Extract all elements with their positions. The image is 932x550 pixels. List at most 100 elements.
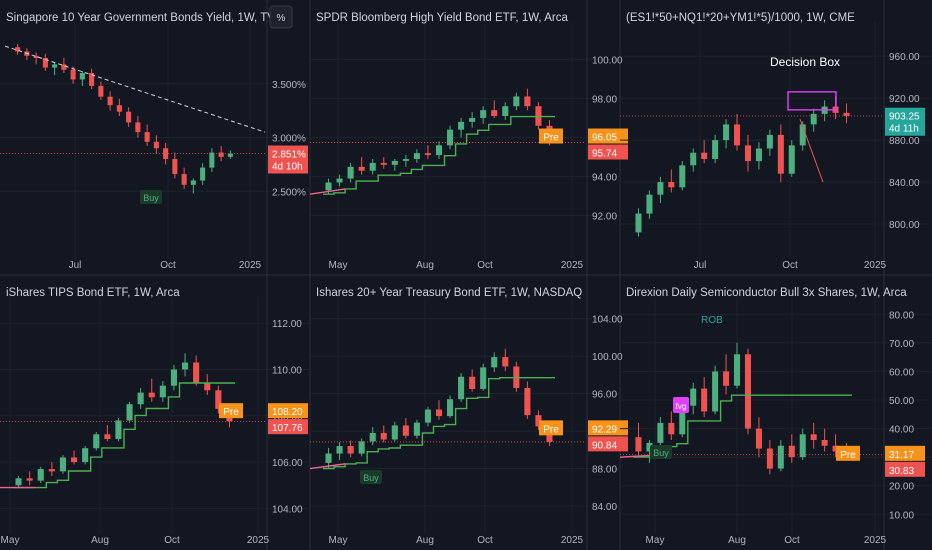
candle-body <box>701 388 708 412</box>
candle-body <box>766 448 773 469</box>
candle-body <box>502 106 509 116</box>
buy-signal-label: Buy <box>143 193 159 203</box>
pre-market-badge <box>836 445 860 461</box>
x-tick-label: Oct <box>782 260 798 271</box>
pre-market-label: Pre <box>543 424 559 435</box>
candle-body <box>137 392 144 405</box>
pre-price-value: 31.17 <box>889 450 914 461</box>
candle-body <box>668 182 675 188</box>
candle-body <box>744 145 751 162</box>
y-tick-label: 60.00 <box>889 367 914 378</box>
fvg-marker-label: fvg <box>676 402 687 411</box>
candle-body <box>15 47 21 52</box>
candle-body <box>358 441 365 454</box>
x-tick-label: 2025 <box>561 260 584 271</box>
candle-body <box>325 182 332 191</box>
x-tick-label: Aug <box>728 535 746 546</box>
candle-body <box>193 362 200 384</box>
candle-body <box>810 434 817 440</box>
candle-body <box>469 376 476 389</box>
y-tick-label: 800.00 <box>889 220 920 231</box>
x-tick-label: Oct <box>164 535 180 546</box>
last-price-value: 2.851% <box>272 150 306 161</box>
chart-title: SPDR Bloomberg High Yield Bond ETF, 1W, … <box>316 12 568 24</box>
chart-panel-1: Singapore 10 Year Government Bonds Yield… <box>0 0 310 275</box>
candle-body <box>734 124 741 146</box>
candle-body <box>491 110 498 116</box>
candle-body <box>832 445 839 452</box>
candle-body <box>723 124 730 141</box>
buy-signal-badge <box>360 470 382 484</box>
candle-body <box>325 453 332 463</box>
candle-body <box>513 96 520 107</box>
last-price-tag <box>588 436 628 452</box>
y-tick-label: 92.00 <box>592 212 617 223</box>
candle-body <box>369 432 376 442</box>
candle-body <box>126 404 133 421</box>
x-tick-label: Aug <box>416 260 434 271</box>
candle-body <box>15 478 22 486</box>
y-tick-label: 88.00 <box>592 465 617 476</box>
chart-title: Ishares 20+ Year Treasury Bond ETF, 1W, … <box>316 287 582 299</box>
x-tick-label: Jul <box>69 260 82 271</box>
pre-price-value: 96.05 <box>592 133 617 144</box>
candle-body <box>424 153 431 156</box>
x-tick-label: 2025 <box>247 535 270 546</box>
candle-body <box>59 457 67 472</box>
candle-body <box>347 446 354 454</box>
candle-body <box>172 159 178 175</box>
buy-signal-badge <box>650 445 672 459</box>
y-tick-label: 100.00 <box>592 352 623 363</box>
fvg-marker <box>673 397 689 413</box>
candle-body <box>200 167 206 181</box>
candle-body <box>170 369 178 386</box>
chart-panel-5: Ishares 20+ Year Treasury Bond ETF, 1W, … <box>309 275 628 550</box>
chart-panel-2: SPDR Bloomberg High Yield Bond ETF, 1W, … <box>309 0 628 275</box>
candle-body <box>766 134 773 149</box>
candle-body <box>26 478 33 481</box>
pre-market-badge <box>539 420 563 436</box>
y-tick-label: 10.00 <box>889 510 914 521</box>
annotation-label: ROB <box>701 315 723 326</box>
y-tick-label: 3.500% <box>272 80 306 91</box>
y-tick-label: 106.00 <box>272 458 303 469</box>
candle-body <box>447 129 454 146</box>
candle-body <box>347 166 354 179</box>
candle-body <box>843 112 850 116</box>
candle-body <box>413 153 420 159</box>
last-price-value: 95.74 <box>592 149 617 160</box>
candle-body <box>480 110 487 118</box>
y-tick-label: 96.00 <box>592 390 617 401</box>
candle-body <box>209 152 215 168</box>
candle-body <box>788 145 795 174</box>
candle-body <box>480 367 487 389</box>
chart-panel-3: (ES1!*50+NQ1!*20+YM1!*5)/1000, 1W, CME 96… <box>620 0 932 275</box>
x-tick-label: Jul <box>694 260 707 271</box>
x-tick-label: May <box>329 260 348 271</box>
y-tick-label: 80.00 <box>889 310 914 321</box>
candle-body <box>668 422 675 435</box>
candle-body <box>524 96 531 107</box>
candle-body <box>135 122 141 133</box>
candle-body <box>777 134 784 174</box>
candle-body <box>744 354 751 429</box>
x-tick-label: May <box>646 535 665 546</box>
y-tick-label: 920.00 <box>889 94 920 105</box>
y-tick-label: 960.00 <box>889 52 920 63</box>
y-tick-label: 50.00 <box>889 396 914 407</box>
pre-price-tag <box>588 128 628 144</box>
candle-body <box>679 165 686 188</box>
candle-body <box>48 469 55 472</box>
annotation-label: Decision Box <box>770 55 840 69</box>
y-tick-label: 3.000% <box>272 134 306 145</box>
candle-body <box>391 160 398 165</box>
y-tick-label: 2.500% <box>272 187 306 198</box>
buy-signal-badge <box>140 190 162 204</box>
candle-body <box>148 392 155 398</box>
candle-body <box>402 159 409 161</box>
x-tick-label: 2025 <box>864 535 887 546</box>
pre-market-badge <box>219 403 243 419</box>
candle-body <box>755 148 762 162</box>
candle-body <box>116 105 122 112</box>
